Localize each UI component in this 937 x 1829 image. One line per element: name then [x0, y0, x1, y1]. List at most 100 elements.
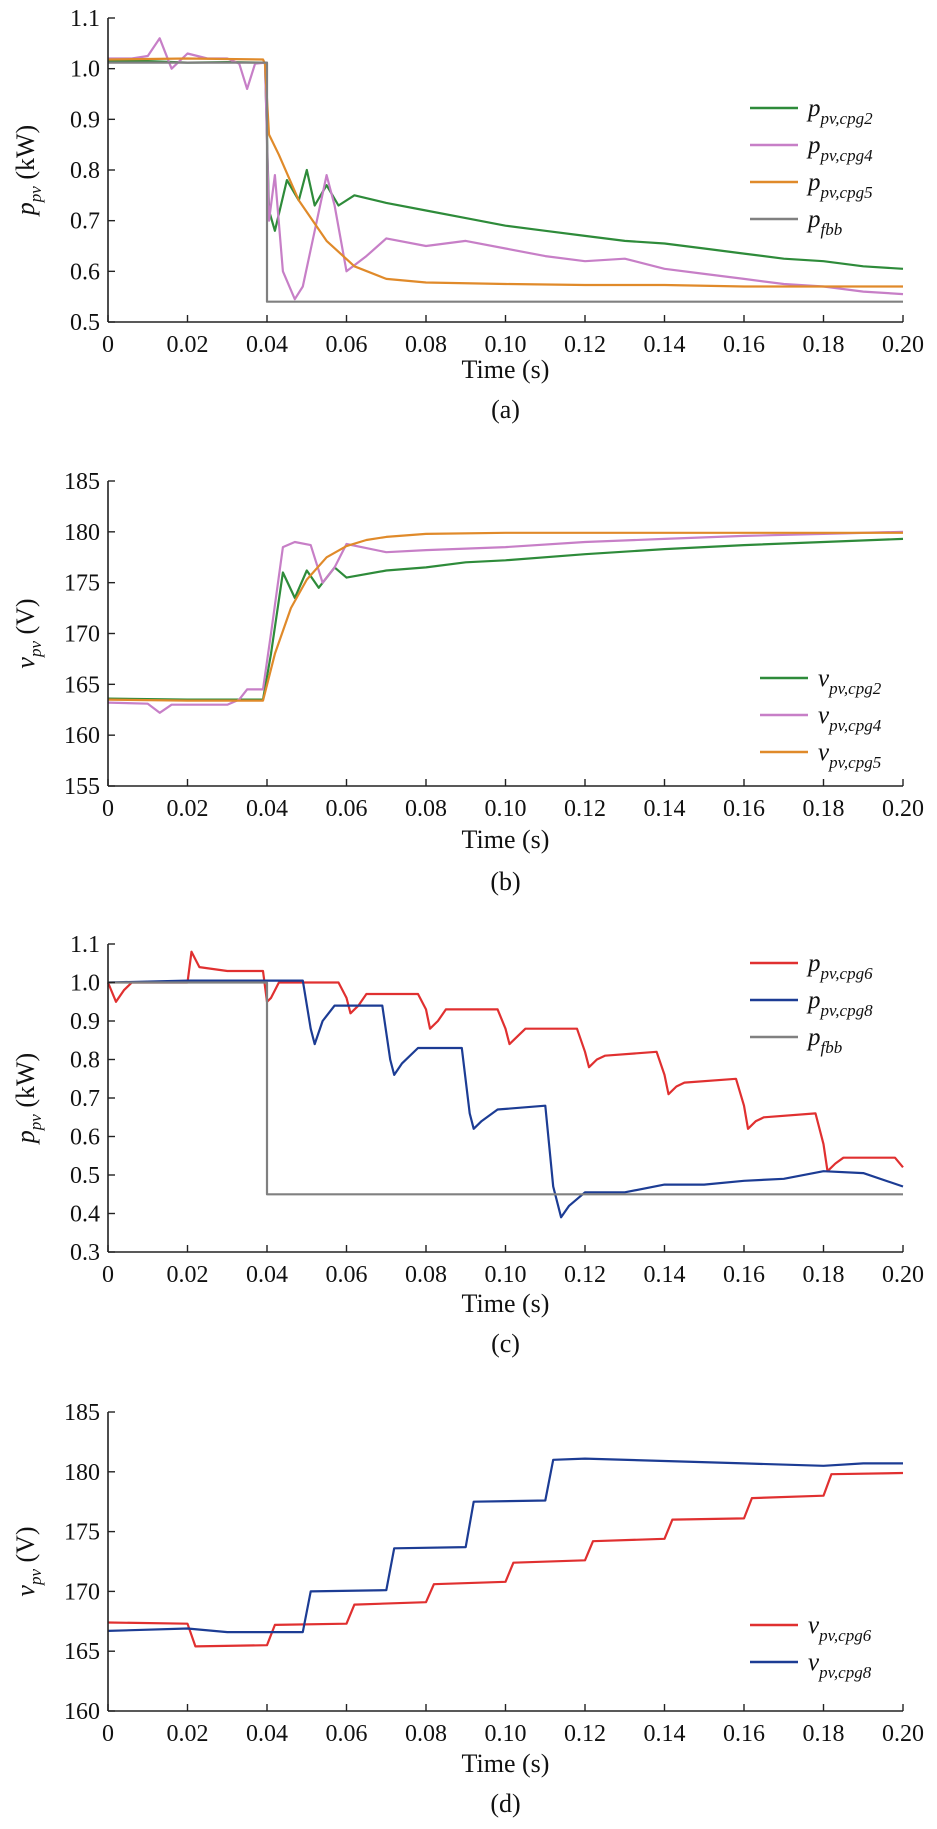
y-tick-label: 160 [64, 1699, 100, 1725]
x-tick-label: 0.18 [803, 796, 845, 822]
y-tick-label: 180 [64, 520, 100, 546]
svg-text:vpv (V): vpv (V) [11, 598, 45, 668]
y-tick-label: 170 [64, 1579, 100, 1605]
panel-caption: (a) [491, 395, 520, 424]
panel-caption: (b) [490, 867, 520, 896]
series-line-pv-cpg6 [106, 950, 904, 1173]
x-tick-label: 0.16 [723, 1721, 765, 1747]
y-tick-label: 165 [64, 1639, 100, 1665]
x-tick-label: 0.14 [644, 796, 686, 822]
x-tick-label: 0.14 [644, 1721, 686, 1747]
series-line-pv-cpg8 [107, 1457, 903, 1634]
x-tick-label: 0.06 [326, 1721, 368, 1747]
x-tick-label: 0.02 [167, 332, 209, 358]
series-line-pv-cpg4 [107, 530, 904, 714]
legend-entry: ppv,cpg2 [806, 95, 873, 128]
y-tick-label: 0.6 [70, 1125, 100, 1151]
y-tick-label: 1.0 [70, 971, 100, 997]
y-tick-label: 165 [64, 672, 100, 698]
y-axis-label: ppv (kW) [11, 125, 45, 217]
series-line-fbb [108, 61, 903, 303]
chart-panel-3: 0 0.02 0.04 0.06 0.08 0.10 0.12 0.14 0.16 0.18 0.2… [11, 932, 924, 1358]
y-axis-label: vpv (V) [11, 598, 45, 668]
x-tick-label: 0.16 [723, 332, 765, 358]
series-line-pv-cpg2 [107, 537, 904, 701]
legend-entry: ppv,cpg6 [806, 950, 873, 983]
series-line-pv-cpg5 [107, 531, 903, 702]
y-tick-label: 0.6 [70, 259, 100, 285]
x-tick-label: 0.16 [723, 1262, 765, 1288]
x-tick-label: 0.12 [564, 332, 606, 358]
x-tick-label: 0.20 [882, 332, 924, 358]
x-tick-label: 0.20 [882, 1721, 924, 1747]
x-tick-label: 0.04 [246, 1721, 288, 1747]
y-tick-label: 0.7 [70, 1086, 100, 1112]
chart-panel-2: 0 0.02 0.04 0.06 0.08 0.10 0.12 0.14 0.16 0.18 0.2… [11, 469, 924, 896]
series-line-pv-cpg5 [107, 57, 903, 288]
legend-entry: vpv,cpg4 [818, 702, 882, 735]
x-tick-label: 0.10 [485, 1262, 527, 1288]
legend-entry: pfbb [806, 1024, 842, 1057]
x-tick-label: 0.04 [246, 332, 288, 358]
x-tick-label: 0.14 [644, 1262, 686, 1288]
series-line-pv-cpg4 [108, 37, 904, 301]
x-tick-label: 0 [102, 796, 114, 822]
y-tick-label: 0.5 [70, 310, 100, 336]
x-tick-label: 0.12 [564, 1262, 606, 1288]
x-tick-label: 0.10 [485, 1721, 527, 1747]
y-tick-label: 0.9 [70, 107, 100, 133]
series-line-fbb [108, 981, 903, 1196]
legend: vpv,cpg2 vpv,cpg4 vpv,cpg5 [760, 665, 882, 772]
panel-caption: (c) [491, 1329, 520, 1358]
x-tick-label: 0.12 [564, 1721, 606, 1747]
y-axis-label: ppv (kW) [11, 1053, 45, 1145]
x-tick-label: 0.04 [246, 796, 288, 822]
y-tick-label: 175 [64, 1520, 100, 1546]
y-tick-label: 0.3 [70, 1240, 100, 1266]
x-tick-label: 0.08 [405, 332, 447, 358]
legend-entry: vpv,cpg2 [818, 665, 882, 698]
x-tick-label: 0.10 [485, 796, 527, 822]
y-axis-label: vpv (V) [11, 1526, 45, 1596]
legend: vpv,cpg6 vpv,cpg8 [750, 1612, 872, 1682]
x-axis-label: Time (s) [462, 1289, 550, 1318]
x-axis-label: Time (s) [462, 825, 550, 854]
y-tick-label: 0.5 [70, 1163, 100, 1189]
chart-panel-4: 0 0.02 0.04 0.06 0.08 0.10 0.12 0.14 0.16 0.18 0.2… [11, 1400, 924, 1818]
legend-entry: vpv,cpg8 [808, 1649, 872, 1682]
x-tick-label: 0.08 [405, 1721, 447, 1747]
panel-caption: (d) [490, 1789, 520, 1818]
legend: ppv,cpg2 ppv,cpg4 ppv,cpg5 pfbb [750, 95, 873, 239]
x-tick-label: 0.18 [803, 1721, 845, 1747]
y-tick-label: 0.7 [70, 209, 100, 235]
y-tick-label: 185 [64, 469, 100, 495]
svg-text:vpv (V): vpv (V) [11, 1526, 45, 1596]
x-tick-label: 0.12 [564, 796, 606, 822]
y-tick-label: 170 [64, 622, 100, 648]
legend-entry: vpv,cpg6 [808, 1612, 872, 1645]
x-tick-label: 0.18 [803, 332, 845, 358]
x-axis-label: Time (s) [462, 1749, 550, 1778]
y-tick-label: 1.0 [70, 57, 100, 83]
x-tick-label: 0.02 [167, 1721, 209, 1747]
series-line-pv-cpg6 [107, 1471, 904, 1648]
y-tick-label: 185 [64, 1400, 100, 1426]
x-tick-label: 0.20 [882, 1262, 924, 1288]
x-tick-label: 0 [102, 1262, 114, 1288]
series-line-pv-cpg2 [108, 59, 904, 270]
y-tick-label: 0.4 [70, 1202, 100, 1228]
x-tick-label: 0 [102, 1721, 114, 1747]
x-tick-label: 0.02 [167, 796, 209, 822]
y-tick-label: 1.1 [70, 6, 100, 32]
x-tick-label: 0.10 [485, 332, 527, 358]
y-tick-label: 180 [64, 1460, 100, 1486]
x-tick-label: 0.20 [882, 796, 924, 822]
y-tick-label: 0.8 [70, 1048, 100, 1074]
x-tick-label: 0.06 [326, 1262, 368, 1288]
svg-text:ppv (kW): ppv (kW) [11, 125, 45, 217]
x-tick-label: 0.06 [326, 332, 368, 358]
x-tick-label: 0.18 [803, 1262, 845, 1288]
y-tick-label: 160 [64, 723, 100, 749]
y-tick-label: 155 [64, 774, 100, 800]
